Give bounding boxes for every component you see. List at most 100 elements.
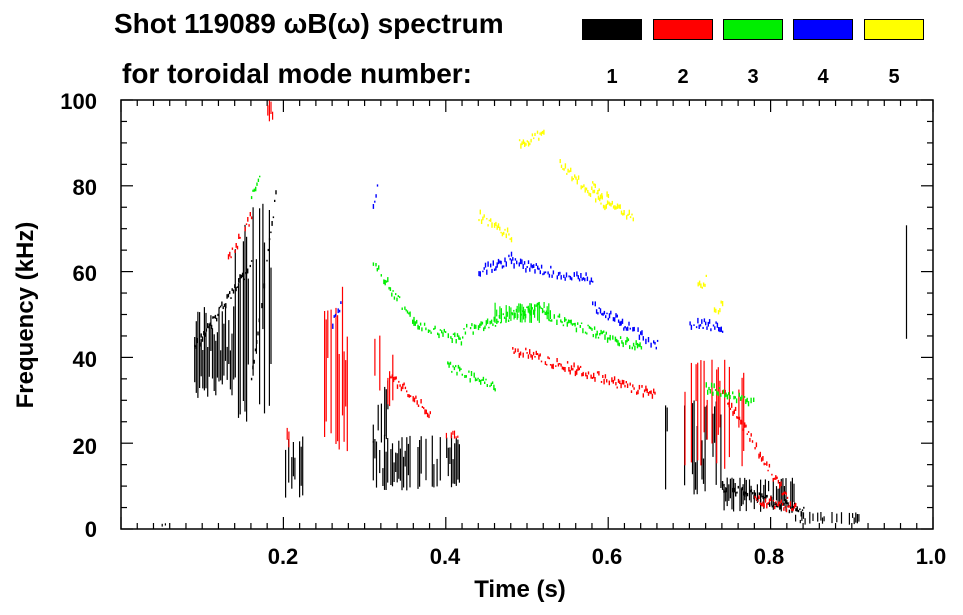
mode-3-mark bbox=[747, 401, 750, 407]
mode-3-mark bbox=[528, 308, 531, 314]
mode-2-mark bbox=[789, 501, 792, 507]
mode-1-mark bbox=[380, 403, 382, 443]
mode-3-mark bbox=[505, 318, 507, 323]
mode-5-mark bbox=[572, 178, 574, 180]
mode-5-mark bbox=[536, 130, 539, 134]
mode-2-mark bbox=[613, 376, 616, 381]
mode-3-mark bbox=[460, 368, 462, 370]
mode-1-mark bbox=[766, 494, 768, 498]
mode-2-mark bbox=[773, 477, 776, 480]
mode-3-mark bbox=[464, 331, 467, 335]
mode-1-mark bbox=[375, 441, 378, 488]
mode-1-mark bbox=[379, 450, 381, 474]
mode-3-mark bbox=[396, 297, 398, 302]
mode-1-mark bbox=[753, 495, 755, 500]
mode-4-mark bbox=[374, 200, 376, 203]
mode-1-mark bbox=[735, 492, 737, 497]
mode-5-mark bbox=[480, 219, 483, 224]
mode-1-mark bbox=[746, 492, 749, 497]
mode-3-mark bbox=[384, 279, 386, 286]
mode-1-mark bbox=[164, 523, 166, 526]
mode-4-mark bbox=[607, 317, 609, 321]
mode-1-mark bbox=[242, 241, 244, 401]
mode-4-mark bbox=[478, 271, 480, 277]
mode-1-mark bbox=[739, 477, 741, 512]
mode-3-mark bbox=[638, 343, 640, 347]
mode-2-mark bbox=[766, 503, 768, 509]
mode-5-mark bbox=[698, 280, 701, 286]
mode-1-mark bbox=[831, 512, 833, 524]
mode-4-mark bbox=[482, 270, 484, 273]
mode-5-mark bbox=[719, 308, 721, 313]
mode-3-mark bbox=[553, 314, 555, 319]
mode-3-mark bbox=[722, 389, 725, 394]
mode-2-mark bbox=[338, 354, 340, 450]
mode-4-mark bbox=[547, 271, 549, 275]
mode-2-mark bbox=[518, 352, 520, 358]
mode-1-mark bbox=[691, 403, 694, 475]
mode-3-mark bbox=[480, 379, 482, 385]
mode-1-mark bbox=[734, 483, 736, 494]
mode-2-mark bbox=[758, 453, 760, 459]
mode-2-mark bbox=[760, 457, 763, 462]
mode-1-mark bbox=[253, 359, 255, 364]
mode-2-mark bbox=[617, 378, 620, 383]
mode-3-mark bbox=[569, 319, 571, 323]
mode-5-mark bbox=[510, 237, 513, 243]
mode-2-mark bbox=[455, 436, 457, 439]
mode-2-mark bbox=[525, 347, 527, 351]
mode-5-mark bbox=[490, 218, 492, 222]
mode-1-mark bbox=[731, 477, 733, 510]
mode-2-mark bbox=[391, 374, 393, 378]
mode-3-mark bbox=[477, 377, 479, 380]
legend-swatch-mode-3 bbox=[723, 19, 783, 40]
mode-1-mark bbox=[852, 513, 854, 518]
mode-3-mark bbox=[616, 338, 618, 343]
axis-ticks bbox=[120, 99, 934, 530]
mode-4-mark bbox=[601, 313, 603, 316]
mode-3-mark bbox=[573, 323, 575, 325]
mode-3-mark bbox=[496, 309, 498, 317]
mode-3-mark bbox=[484, 381, 486, 384]
mode-3-mark bbox=[746, 397, 748, 403]
mode-5-mark bbox=[606, 191, 608, 197]
mode-4-mark bbox=[372, 204, 375, 209]
mode-2-mark bbox=[235, 243, 237, 248]
mode-3-mark bbox=[534, 307, 536, 312]
mode-4-mark bbox=[650, 342, 652, 348]
mode-3-mark bbox=[631, 346, 633, 350]
mode-1-mark bbox=[773, 504, 775, 507]
mode-1-mark bbox=[205, 328, 208, 332]
mode-3-mark bbox=[454, 332, 456, 338]
mode-1-mark bbox=[439, 437, 441, 481]
mode-4-mark bbox=[706, 326, 708, 330]
mode-4-mark bbox=[697, 317, 699, 324]
mode-2-mark bbox=[572, 368, 574, 371]
mode-1-mark bbox=[208, 323, 210, 377]
mode-2-mark bbox=[574, 370, 577, 377]
mode-1-mark bbox=[760, 479, 762, 512]
mode-5-mark bbox=[500, 231, 502, 234]
mode-4-mark bbox=[376, 184, 379, 187]
mode-2-mark bbox=[636, 391, 638, 395]
mode-2-mark bbox=[737, 416, 739, 420]
mode-2-mark bbox=[612, 379, 614, 384]
mode-3-mark bbox=[539, 305, 541, 309]
mode-1-mark bbox=[666, 407, 668, 432]
mode-1-mark bbox=[390, 449, 392, 485]
mode-4-mark bbox=[595, 309, 598, 314]
mode-1-mark bbox=[232, 289, 235, 294]
mode-3-mark bbox=[577, 322, 579, 325]
mode-2-mark bbox=[406, 390, 408, 393]
mode-5-mark bbox=[721, 301, 724, 307]
mode-1-mark bbox=[724, 490, 726, 493]
mode-2-mark bbox=[379, 335, 381, 391]
mode-3-mark bbox=[547, 312, 549, 314]
mode-2-mark bbox=[777, 501, 780, 507]
mode-2-mark bbox=[404, 386, 407, 390]
mode-1-mark bbox=[299, 441, 301, 498]
mode-3-mark bbox=[511, 312, 514, 316]
mode-3-mark bbox=[488, 326, 490, 329]
mode-1-mark bbox=[231, 288, 233, 291]
mode-2-mark bbox=[734, 406, 737, 411]
